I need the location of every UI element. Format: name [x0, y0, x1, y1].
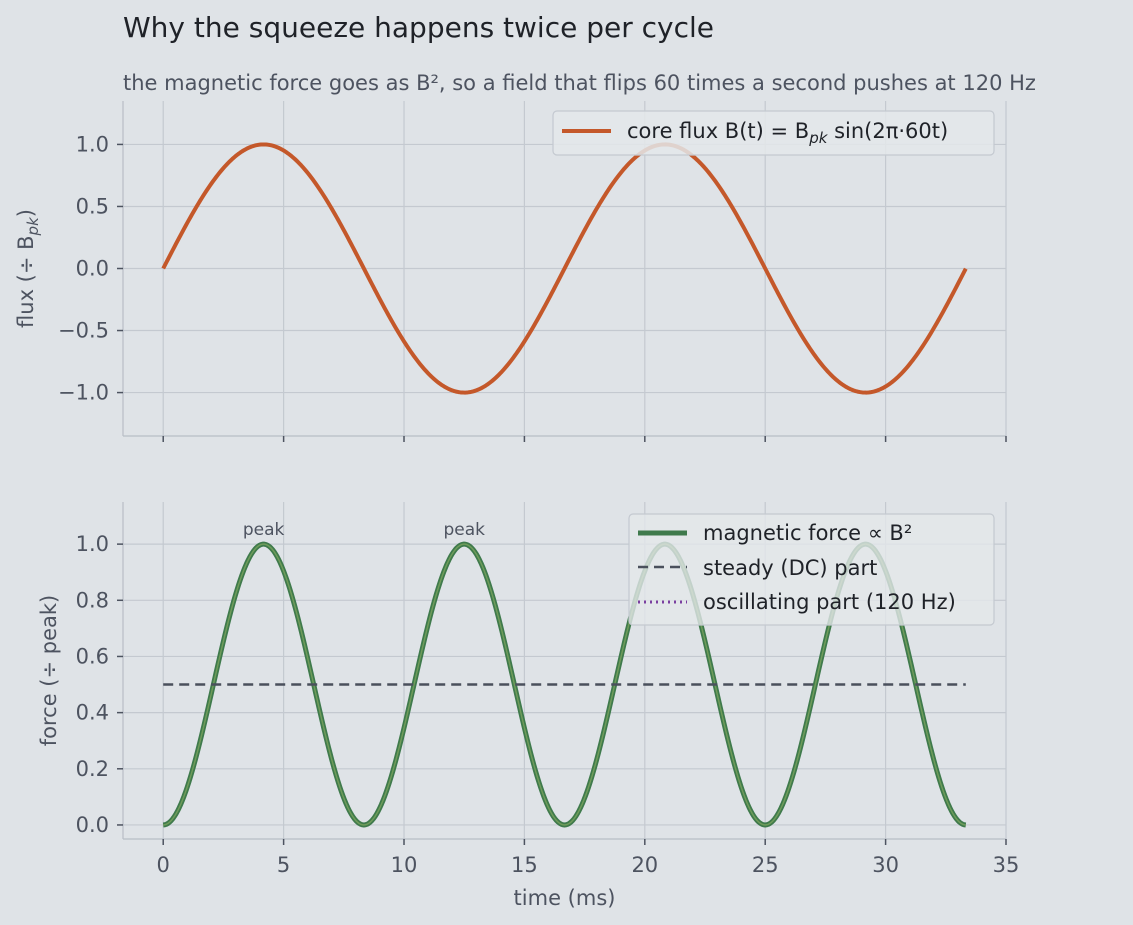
y-tick-label: −1.0: [58, 381, 109, 405]
peak-annotation: peak: [243, 520, 285, 540]
x-tick-label: 10: [391, 853, 418, 877]
y-tick-label: 1.0: [76, 132, 109, 156]
y-tick-label: 1.0: [76, 532, 109, 556]
y-tick-label: 0.0: [76, 257, 109, 281]
legend-label-force: magnetic force ∝ B²: [703, 521, 912, 545]
x-tick-label: 15: [511, 853, 538, 877]
legend-label-end: sin(2π·60t): [827, 119, 948, 143]
y-tick-label: 0.0: [76, 813, 109, 837]
y-tick-label: 0.2: [76, 757, 109, 781]
chart-title: Why the squeeze happens twice per cycle: [123, 11, 714, 44]
legend-label-flux: core flux B(t) = Bpk sin(2π·60t): [627, 119, 948, 147]
y-axis-label-subscript: pk: [24, 216, 42, 237]
legend-label-ac: oscillating part (120 Hz): [703, 590, 956, 614]
legend-frame: [628, 513, 995, 626]
y-tick-label: 0.6: [76, 644, 109, 668]
y-axis-label-end: ): [14, 209, 38, 217]
chart-subtitle: the magnetic force goes as B², so a fiel…: [123, 71, 1036, 95]
x-tick-label: 20: [631, 853, 658, 877]
legend-frame: [552, 110, 995, 156]
force-legend: magnetic force ∝ B² steady (DC) part oscil…: [628, 513, 995, 626]
y-tick-label: −0.5: [58, 319, 109, 343]
peak-annotation: peak: [443, 520, 485, 540]
flux-series-line: [161, 142, 968, 395]
x-tick-label: 30: [872, 853, 899, 877]
legend-label-dc: steady (DC) part: [703, 556, 877, 580]
legend-label-subscript: pk: [808, 129, 829, 147]
legend-label-text: core flux B(t) = B: [627, 119, 809, 143]
flux-legend: core flux B(t) = Bpk sin(2π·60t): [552, 110, 995, 156]
force-panel: 0 5 10 15 20 25 30 35 0.0 0.2 0.4 0.6 0.8 1.0 force (÷…: [37, 502, 1019, 910]
y-axis-label: force (÷ peak): [37, 595, 61, 747]
y-axis-label-text: flux (÷ B: [14, 235, 38, 328]
x-tick-label: 25: [752, 853, 779, 877]
x-tick-label: 5: [277, 853, 290, 877]
x-tick-label: 35: [993, 853, 1020, 877]
y-tick-label: 0.4: [76, 701, 109, 725]
y-tick-label: 0.8: [76, 588, 109, 612]
y-axis-label: flux (÷ Bpk): [14, 209, 42, 328]
y-tick-label: 0.5: [76, 194, 109, 218]
x-tick-label: 0: [157, 853, 170, 877]
x-axis-label: time (ms): [514, 886, 616, 910]
